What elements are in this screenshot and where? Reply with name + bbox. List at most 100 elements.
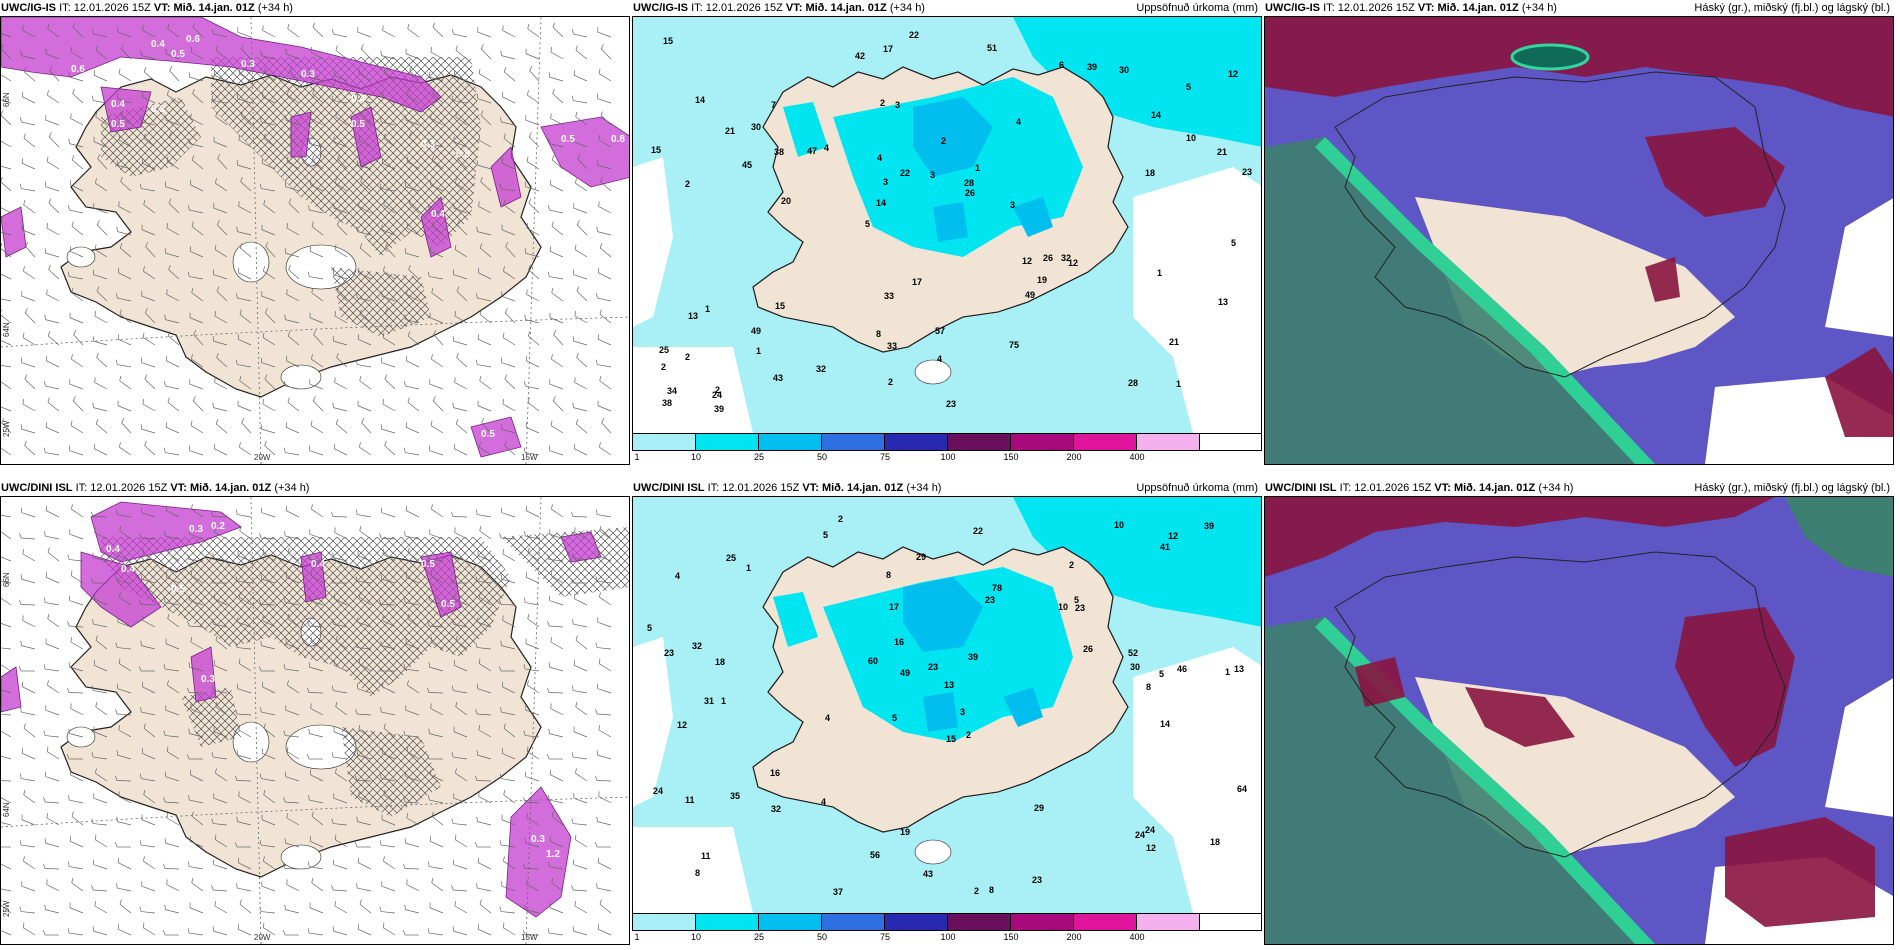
legend-tick-label: 400 — [1129, 932, 1145, 942]
precip-value: 33 — [884, 291, 894, 301]
precip-band — [783, 102, 828, 157]
legend-tick-label: 150 — [1003, 932, 1019, 942]
wind-value-label: 0.3 — [531, 834, 545, 845]
precip-band — [1013, 197, 1053, 237]
precip-value: 23 — [928, 662, 938, 672]
legend-tick-label: 75 — [879, 452, 891, 462]
wind-value-label: 0.4 — [431, 209, 445, 220]
precip-value: 49 — [900, 668, 910, 678]
precip-value: 13 — [688, 311, 698, 321]
legend-swatch — [1011, 434, 1074, 450]
precip-value: 1 — [756, 346, 761, 356]
precip-value: 1 — [721, 696, 726, 706]
precip-value: 10 — [1114, 520, 1124, 530]
legend-tick-label: 200 — [1066, 932, 1082, 942]
precip-value: 32 — [771, 804, 781, 814]
precip-value: 5 — [1186, 82, 1191, 92]
precip-value: 46 — [1177, 664, 1187, 674]
legend-swatch — [1074, 434, 1137, 450]
precip-value: 5 — [892, 713, 897, 723]
precip-value: 3 — [883, 177, 888, 187]
cloud-map — [1265, 17, 1893, 464]
precip-value: 24 — [712, 390, 722, 400]
precip-value: 29 — [916, 552, 926, 562]
wind-contour — [1, 666, 22, 713]
legend-swatch — [1137, 434, 1200, 450]
precip-value: 15 — [946, 734, 956, 744]
precip-value: 23 — [664, 648, 674, 658]
wind-value-label: 0.3 — [189, 524, 203, 535]
latitude-line — [1, 316, 629, 348]
precip-value: 2 — [685, 352, 690, 362]
low-cloud-area — [1265, 497, 1775, 577]
precip-value: 12 — [1168, 531, 1178, 541]
lon-label-20w: 20W — [254, 453, 271, 462]
latitude-line — [1, 796, 629, 828]
wind-contour — [90, 501, 242, 563]
glacier-outline — [232, 241, 270, 283]
precip-value: 28 — [964, 178, 974, 188]
precip-value: 5 — [1231, 238, 1236, 248]
precip-value: 45 — [742, 160, 752, 170]
precip-value: 51 — [987, 43, 997, 53]
precip-value: 13 — [944, 680, 954, 690]
precip-value: 11 — [685, 795, 695, 805]
precip-band — [923, 692, 958, 732]
precip-value: 25 — [726, 553, 736, 563]
legend-tick-label: 25 — [753, 932, 765, 942]
wind-value-label: 0.8 — [611, 134, 625, 145]
precip-value: 12 — [677, 720, 687, 730]
precip-value: 4 — [821, 797, 826, 807]
precip-value: 39 — [714, 404, 724, 414]
lon-label-20w: 20W — [254, 933, 271, 942]
precip-band — [773, 592, 818, 647]
precip-value: 14 — [1160, 719, 1170, 729]
hatched-area — [101, 537, 511, 697]
precip-value: 56 — [870, 850, 880, 860]
precip-value: 2 — [880, 98, 885, 108]
precip-value: 5 — [823, 530, 828, 540]
wind-value-label: 0.2 — [211, 521, 225, 532]
precip-value: 8 — [695, 868, 700, 878]
precip-value: 49 — [751, 326, 761, 336]
panel-bottom-clouds: UWC/DINI ISL IT: 12.01.2026 15Z VT: Mið.… — [1264, 480, 1896, 945]
glacier-outline — [280, 364, 322, 390]
precip-value: 2 — [941, 136, 946, 146]
panel-top-precip: UWC/IG-IS IT: 12.01.2026 15Z VT: Mið. 14… — [632, 0, 1264, 465]
precip-legend: 1 10 25 50 75 100 150 200 400 — [632, 913, 1262, 942]
precip-value: 13 — [1218, 297, 1228, 307]
precip-value: 35 — [730, 791, 740, 801]
wind-contour — [505, 786, 572, 918]
legend-tick-label: 1 — [634, 452, 640, 462]
wind-value-label: 0.8 — [456, 149, 470, 160]
lat-label-64n: 64N — [2, 322, 11, 337]
legend-tick-label: 50 — [816, 932, 828, 942]
wind-value-label: 0.3 — [421, 139, 435, 150]
precip-value: 4 — [824, 143, 829, 153]
precip-value: 32 — [1061, 253, 1071, 263]
legend-tick-label: 100 — [940, 452, 956, 462]
wind-value-label: 0.4 — [121, 564, 135, 575]
lon-label-15w: 15W — [521, 933, 538, 942]
precip-value: 8 — [876, 329, 881, 339]
precip-value: 39 — [968, 652, 978, 662]
wind-value-label: 0.5 — [481, 429, 495, 440]
precip-value: 20 — [781, 196, 791, 206]
precip-value: 5 — [647, 623, 652, 633]
high-cloud-band — [1265, 137, 1655, 464]
wind-value-label: 0.6 — [71, 64, 85, 75]
coastline — [752, 66, 1129, 353]
precip-value: 22 — [900, 168, 910, 178]
precip-band — [903, 577, 983, 652]
high-cloud-edge — [1315, 617, 1655, 944]
wind-value-label: 0.5 — [171, 584, 185, 595]
panel-top-wind: UWC/IG-IS IT: 12.01.2026 15Z VT: Mið. 14… — [0, 0, 632, 465]
legend-tick-label: 150 — [1003, 452, 1019, 462]
panel-title: UWC/DINI ISL IT: 12.01.2026 15Z VT: Mið.… — [1, 482, 310, 494]
wind-value-label: 0.4 — [311, 559, 325, 570]
lat-label-25w: 25W — [2, 420, 11, 437]
wind-value-label: 0.4 — [351, 94, 365, 105]
precip-value: 6 — [1059, 60, 1064, 70]
precip-value: 3 — [960, 707, 965, 717]
